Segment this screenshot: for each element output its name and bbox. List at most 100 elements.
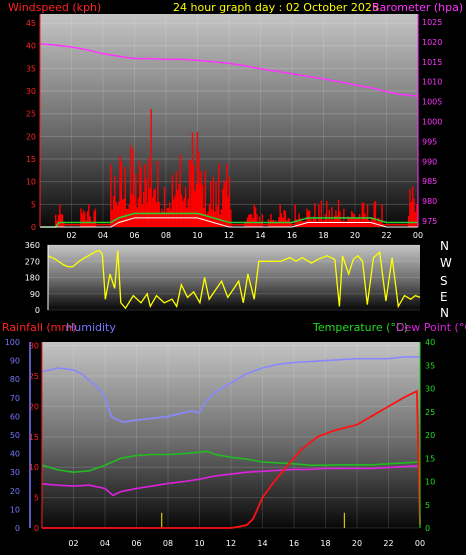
wind-direction-line (47, 249, 421, 310)
direction-tick-label: 270 (25, 257, 40, 266)
rain-tick-label: 10 (29, 463, 39, 472)
time-tick-label: 20 (350, 231, 360, 240)
legend-humidity: Humidity (66, 321, 116, 334)
barometer-tick-label: 990 (422, 157, 437, 166)
time-tick-label: 02 (66, 231, 76, 240)
panel-rain-humidity-temperature: 0 10 20 30 40 50 60 70 80 90 100 0 5 10 15 20 25 30 0 5 10… (5, 338, 435, 548)
time-tick-label: 00 (415, 539, 425, 548)
temperature-tick-label: 5 (425, 501, 430, 510)
time-tick-label: 00 (413, 231, 423, 240)
time-tick-label: 12 (224, 231, 234, 240)
humidity-line (41, 356, 420, 423)
humidity-tick-label: 20 (10, 487, 20, 496)
humidity-tick-label: 30 (10, 468, 20, 477)
barometer-tick-label: 1015 (422, 58, 442, 67)
legend-temperature: Temperature (°C) (312, 321, 408, 334)
temperature-tick-label: 40 (425, 338, 435, 347)
humidity-tick-label: 90 (10, 357, 20, 366)
temperature-tick-label: 0 (425, 524, 430, 533)
time-tick-label: 08 (163, 539, 173, 548)
wind-tick-label: 40 (26, 42, 36, 51)
barometer-tick-label: 975 (422, 217, 437, 226)
time-tick-label: 14 (255, 231, 265, 240)
time-tick-label: 08 (161, 231, 171, 240)
humidity-tick-label: 60 (10, 412, 20, 421)
temperature-tick-label: 25 (425, 408, 435, 417)
wind-tick-label: 25 (26, 110, 36, 119)
temperature-tick-label: 15 (425, 454, 435, 463)
rain-tick-label: 15 (29, 433, 39, 442)
wind-tick-label: 45 (26, 19, 36, 28)
temperature-tick-label: 10 (425, 478, 435, 487)
time-tick-label: 16 (287, 231, 297, 240)
humidity-tick-label: 50 (10, 431, 20, 440)
compass-label-s: S (440, 274, 448, 288)
barometer-tick-label: 1000 (422, 117, 442, 126)
temperature-line (41, 450, 421, 474)
rain-tick-label: 30 (29, 342, 39, 351)
compass-label-w: W (440, 256, 452, 270)
humidity-tick-label: 0 (15, 524, 20, 533)
time-tick-label: 10 (194, 539, 204, 548)
rain-tick-label: 20 (29, 402, 39, 411)
temperature-tick-label: 20 (425, 431, 435, 440)
direction-tick-label: 180 (25, 274, 40, 283)
rain-tick-label: 0 (34, 524, 39, 533)
panel-rain-background (42, 342, 420, 528)
humidity-tick-label: 70 (10, 394, 20, 403)
barometer-tick-label: 1025 (422, 18, 442, 27)
time-tick-label: 20 (352, 539, 362, 548)
wind-tick-label: 10 (26, 178, 36, 187)
time-tick-label: 16 (289, 539, 299, 548)
time-tick-label: 06 (129, 231, 139, 240)
wind-average-line (40, 212, 418, 228)
wind-tick-label: 35 (26, 64, 36, 73)
time-tick-label: 02 (68, 539, 78, 548)
time-tick-label: 04 (98, 231, 108, 240)
time-tick-label: 22 (381, 231, 391, 240)
humidity-tick-label: 80 (10, 375, 20, 384)
humidity-tick-label: 40 (10, 450, 20, 459)
humidity-tick-label: 100 (5, 338, 20, 347)
direction-tick-label: 360 (25, 241, 40, 250)
direction-tick-label: 0 (35, 306, 40, 315)
direction-tick-label: 90 (30, 290, 40, 299)
time-tick-label: 12 (226, 539, 236, 548)
wind-tick-label: 30 (26, 87, 36, 96)
rainfall-line (42, 389, 421, 529)
barometer-tick-label: 1005 (422, 98, 442, 107)
wind-tick-label: 5 (31, 200, 36, 209)
legend-rainfall: Rainfall (mm) (2, 321, 76, 334)
wind-minimum-line (40, 217, 418, 228)
wind-tick-label: 20 (26, 132, 36, 141)
time-tick-label: 22 (383, 539, 393, 548)
time-tick-label: 04 (100, 539, 110, 548)
time-tick-label: 06 (131, 539, 141, 548)
compass-label-e: E (440, 290, 448, 304)
wind-tick-label: 0 (31, 223, 36, 232)
dewpoint-line (41, 464, 421, 497)
windspeed-axis-title: Windspeed (kph) (8, 1, 101, 14)
barometer-tick-label: 980 (422, 197, 437, 206)
time-tick-label: 18 (318, 231, 328, 240)
barometer-line (39, 43, 419, 97)
wind-tick-label: 15 (26, 155, 36, 164)
humidity-tick-label: 10 (10, 505, 20, 514)
barometer-tick-label: 1010 (422, 78, 442, 87)
time-tick-label: 14 (257, 539, 267, 548)
compass-label-n: N (440, 306, 449, 320)
barometer-tick-label: 985 (422, 177, 437, 186)
chart-title: 24 hour graph day : 02 October 2025 (173, 1, 379, 14)
legend-dewpoint: Dew Point (°C) (396, 321, 466, 334)
barometer-axis-title: Barometer (hpa) (372, 1, 463, 14)
time-tick-label: 18 (320, 539, 330, 548)
temperature-tick-label: 30 (425, 385, 435, 394)
rain-tick-label: 25 (29, 372, 39, 381)
compass-label-n: N (440, 239, 449, 253)
barometer-tick-label: 1020 (422, 38, 442, 47)
rain-tick-label: 5 (34, 494, 39, 503)
temperature-tick-label: 35 (425, 361, 435, 370)
